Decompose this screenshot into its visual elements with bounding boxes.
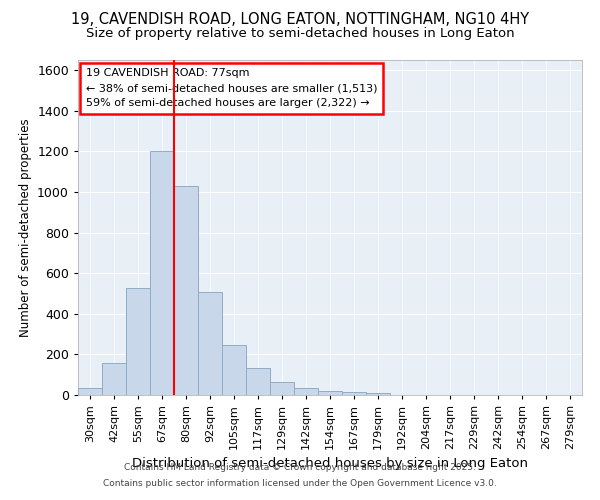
Bar: [342, 392, 366, 395]
Bar: [174, 186, 198, 395]
X-axis label: Distribution of semi-detached houses by size in Long Eaton: Distribution of semi-detached houses by …: [132, 458, 528, 470]
Bar: [318, 391, 342, 395]
Text: Contains public sector information licensed under the Open Government Licence v3: Contains public sector information licen…: [103, 478, 497, 488]
Bar: [126, 288, 150, 395]
Bar: [198, 292, 222, 395]
Text: Contains HM Land Registry data © Crown copyright and database right 2025.: Contains HM Land Registry data © Crown c…: [124, 464, 476, 472]
Bar: [366, 393, 390, 395]
Bar: [78, 388, 102, 395]
Bar: [294, 388, 318, 395]
Bar: [150, 152, 174, 395]
Text: 19 CAVENDISH ROAD: 77sqm
← 38% of semi-detached houses are smaller (1,513)
59% o: 19 CAVENDISH ROAD: 77sqm ← 38% of semi-d…: [86, 68, 377, 108]
Bar: [270, 382, 294, 395]
Bar: [102, 362, 126, 395]
Bar: [222, 346, 246, 395]
Text: Size of property relative to semi-detached houses in Long Eaton: Size of property relative to semi-detach…: [86, 28, 514, 40]
Text: 19, CAVENDISH ROAD, LONG EATON, NOTTINGHAM, NG10 4HY: 19, CAVENDISH ROAD, LONG EATON, NOTTINGH…: [71, 12, 529, 28]
Bar: [246, 368, 270, 395]
Y-axis label: Number of semi-detached properties: Number of semi-detached properties: [19, 118, 32, 337]
